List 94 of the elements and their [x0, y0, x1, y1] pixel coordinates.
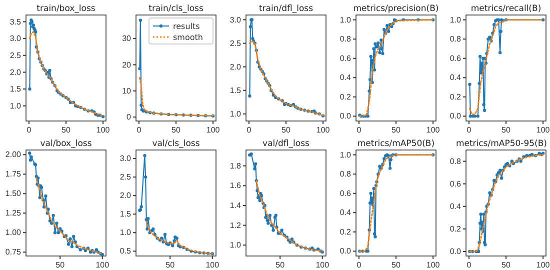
y-tick-label: 3.0 [10, 34, 22, 44]
x-tick-label: 50 [392, 260, 401, 270]
y-tick-label: 0.6 [450, 179, 462, 188]
y-tick-label: 1.00 [5, 228, 22, 238]
x-tick-label: 100 [96, 126, 110, 135]
chart-title: metrics/recall(B) [470, 4, 542, 14]
y-tick-label: 2.0 [10, 68, 22, 77]
x-tick-label: 0 [466, 260, 472, 270]
legend-label: smooth [173, 33, 203, 42]
y-tick-label: 1.4 [230, 201, 242, 210]
x-tick-label: 100 [206, 126, 220, 135]
y-tick-label: 1.6 [230, 181, 242, 190]
y-tick-label: 0.4 [340, 208, 352, 218]
x-tick-label: 0 [356, 260, 362, 270]
chart-title: val/box_loss [40, 139, 92, 149]
x-tick-label: 100 [96, 260, 110, 270]
x-tick-label: 50 [502, 260, 511, 270]
chart-title: train/dfl_loss [258, 4, 314, 14]
y-tick-label: 2.0 [120, 191, 132, 200]
y-tick-label: 0.2 [450, 224, 462, 234]
y-tick-label: 1.5 [120, 210, 132, 219]
y-tick-label: 2.5 [120, 172, 132, 182]
y-tick-label: 1.8 [230, 161, 242, 170]
x-tick-label: 100 [316, 126, 330, 135]
x-tick-label: 50 [172, 126, 181, 135]
x-tick-label: 50 [392, 126, 401, 135]
y-tick-label: 1.0 [120, 228, 132, 238]
y-tick-label: 0.6 [340, 54, 352, 63]
y-tick-label: 1.5 [230, 86, 242, 95]
y-tick-label: 0.2 [340, 227, 352, 236]
y-tick-label: 1.0 [340, 15, 352, 24]
y-tick-label: 3.0 [230, 15, 242, 24]
y-tick-label: 0.4 [450, 202, 462, 211]
y-tick-label: 0.0 [340, 246, 352, 256]
y-tick-label: 20 [122, 60, 132, 70]
y-tick-label: 1.75 [5, 170, 22, 179]
x-tick-label: 50 [282, 126, 291, 135]
y-tick-label: 1.25 [5, 208, 22, 218]
x-tick-label: 0 [246, 126, 252, 135]
x-tick-label: 100 [316, 260, 330, 270]
x-tick-label: 100 [206, 260, 220, 270]
y-tick-label: 0.0 [340, 112, 352, 121]
y-tick-label: 0.6 [450, 54, 462, 63]
y-tick-label: 1.0 [230, 240, 242, 250]
chart-title: metrics/mAP50(B) [357, 139, 435, 149]
x-tick-label: 100 [536, 260, 550, 270]
y-tick-label: 0.8 [340, 170, 352, 179]
y-tick-label: 0.75 [5, 248, 22, 257]
chart-title: metrics/mAP50-95(B) [456, 139, 547, 149]
x-tick-label: 0 [356, 126, 362, 135]
chart-title: metrics/precision(B) [353, 4, 439, 14]
x-tick-label: 0 [466, 126, 472, 135]
x-tick-label: 50 [62, 126, 71, 135]
legend-label: results [173, 22, 200, 31]
y-tick-label: 0.4 [450, 73, 462, 82]
y-tick-label: 1.5 [10, 84, 22, 94]
y-tick-label: 2.0 [230, 62, 242, 72]
x-tick-label: 0 [136, 126, 142, 135]
y-tick-label: 0.5 [120, 246, 132, 256]
y-tick-label: 10 [122, 86, 132, 96]
y-tick-label: 30 [122, 34, 132, 44]
y-tick-label: 0.6 [340, 188, 352, 198]
y-tick-label: 1.0 [230, 109, 242, 118]
y-tick-label: 1.0 [10, 101, 22, 110]
y-tick-label: 2.5 [230, 38, 242, 48]
chart-title: train/box_loss [36, 4, 96, 14]
y-tick-label: 2.00 [5, 150, 22, 160]
x-tick-label: 0 [26, 126, 32, 135]
y-tick-label: 0 [126, 112, 132, 122]
y-tick-label: 1.50 [5, 189, 22, 198]
chart-title: val/dfl_loss [262, 139, 310, 149]
x-tick-label: 50 [56, 260, 66, 270]
chart-title: val/cls_loss [152, 139, 200, 149]
y-tick-label: 0.8 [340, 34, 352, 44]
x-tick-label: 50 [166, 260, 176, 270]
y-tick-label: 0.4 [340, 73, 352, 82]
y-tick-label: 1.0 [340, 150, 352, 160]
y-tick-label: 0.2 [450, 92, 462, 102]
y-tick-label: 1.2 [230, 220, 242, 230]
x-tick-label: 100 [426, 126, 440, 135]
x-tick-label: 100 [536, 126, 550, 135]
x-tick-label: 50 [276, 260, 286, 270]
y-tick-label: 0.0 [450, 112, 462, 121]
y-tick-label: 0.0 [450, 247, 462, 256]
y-tick-label: 3.0 [120, 154, 132, 164]
y-tick-label: 0.8 [450, 156, 462, 166]
y-tick-label: 3.5 [10, 17, 22, 26]
chart-title: train/cls_loss [148, 4, 204, 14]
x-tick-label: 50 [502, 126, 511, 135]
y-tick-label: 0.8 [450, 34, 462, 44]
y-tick-label: 0.2 [340, 92, 352, 102]
y-tick-label: 1.0 [450, 15, 462, 24]
y-tick-label: 2.5 [10, 50, 22, 60]
x-tick-label: 100 [426, 260, 440, 270]
